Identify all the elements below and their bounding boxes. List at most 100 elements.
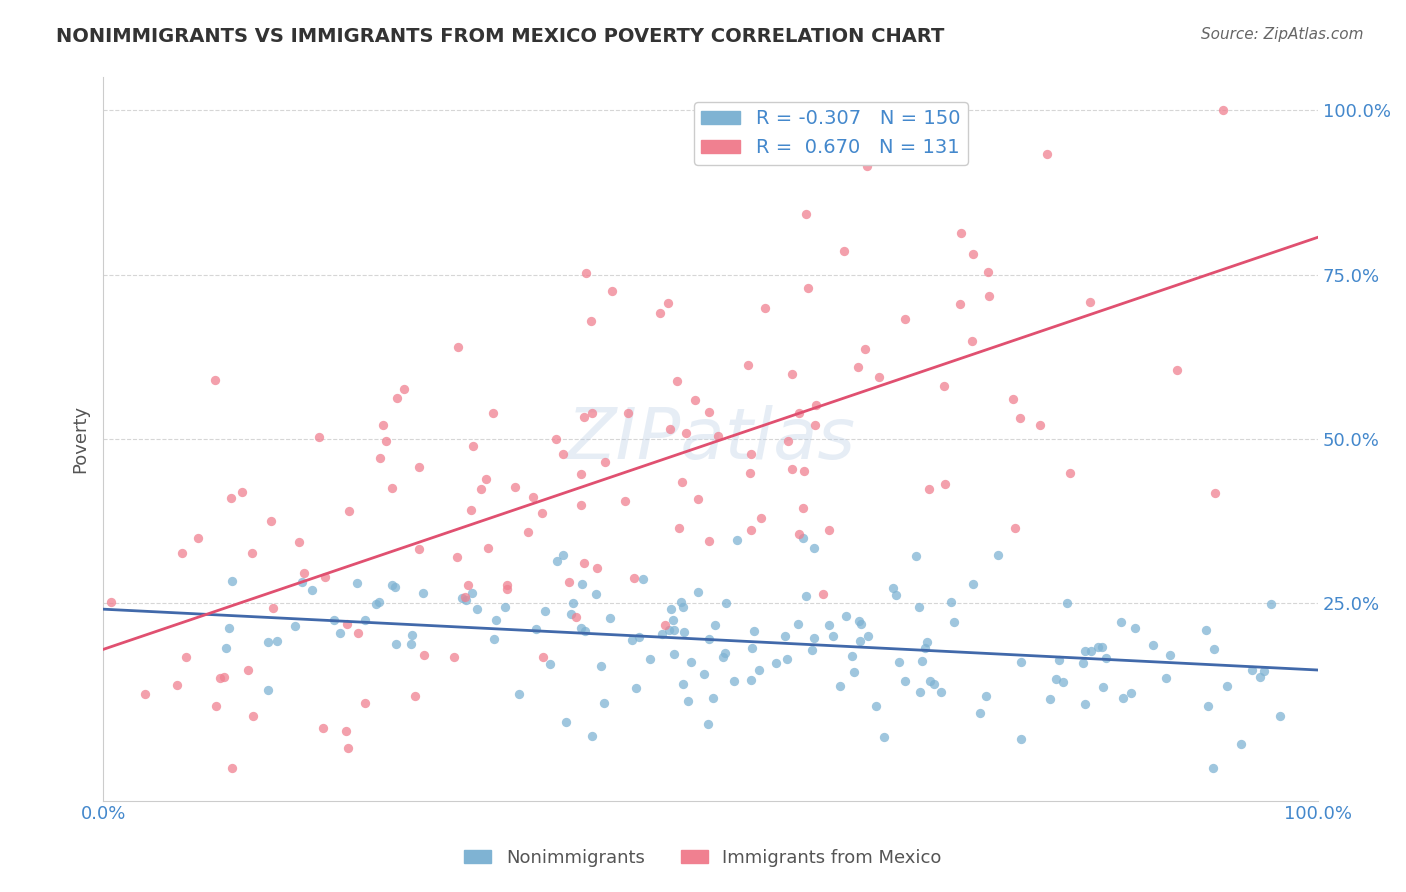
Point <box>962 576 984 591</box>
Point <box>1123 621 1146 635</box>
Point <box>1073 698 1095 712</box>
Point <box>797 281 820 295</box>
Point <box>1109 615 1132 629</box>
Point <box>457 578 479 592</box>
Point <box>725 533 748 547</box>
Point <box>1204 485 1226 500</box>
Point <box>1059 466 1081 480</box>
Point <box>571 577 593 591</box>
Point <box>368 595 391 609</box>
Point <box>392 382 415 396</box>
Point <box>553 548 575 562</box>
Point <box>204 372 226 386</box>
Point <box>1010 732 1032 747</box>
Point <box>658 624 681 638</box>
Point <box>1052 674 1074 689</box>
Point <box>456 592 478 607</box>
Point <box>412 585 434 599</box>
Point <box>301 582 323 597</box>
Point <box>780 462 803 476</box>
Point <box>312 721 335 735</box>
Point <box>555 715 578 730</box>
Point <box>686 584 709 599</box>
Point <box>1197 699 1219 714</box>
Point <box>934 379 956 393</box>
Point <box>620 632 643 647</box>
Point <box>323 613 346 627</box>
Point <box>1268 709 1291 723</box>
Point <box>242 708 264 723</box>
Point <box>495 582 517 596</box>
Point <box>651 627 673 641</box>
Point <box>782 367 804 381</box>
Text: NONIMMIGRANTS VS IMMIGRANTS FROM MEXICO POVERTY CORRELATION CHART: NONIMMIGRANTS VS IMMIGRANTS FROM MEXICO … <box>56 27 945 45</box>
Point <box>943 615 966 629</box>
Point <box>707 428 730 442</box>
Point <box>934 477 956 491</box>
Point <box>484 632 506 647</box>
Point <box>1249 670 1271 684</box>
Point <box>257 683 280 698</box>
Y-axis label: Poverty: Poverty <box>72 405 89 473</box>
Point <box>524 622 547 636</box>
Point <box>960 334 983 348</box>
Point <box>801 643 824 657</box>
Point <box>593 696 616 710</box>
Point <box>1056 596 1078 610</box>
Point <box>170 546 193 560</box>
Point <box>477 541 499 556</box>
Point <box>534 604 557 618</box>
Point <box>873 730 896 744</box>
Point <box>569 621 592 635</box>
Point <box>560 607 582 621</box>
Point <box>741 640 763 655</box>
Point <box>346 575 368 590</box>
Point <box>688 491 710 506</box>
Point <box>558 574 581 589</box>
Point <box>408 542 430 557</box>
Point <box>404 689 426 703</box>
Point <box>1035 146 1057 161</box>
Point <box>461 586 484 600</box>
Point <box>517 524 540 539</box>
Point <box>792 500 814 515</box>
Point <box>742 624 765 638</box>
Point <box>792 531 814 545</box>
Point <box>804 418 827 433</box>
Point <box>574 556 596 570</box>
Point <box>581 729 603 743</box>
Point <box>793 464 815 478</box>
Point <box>1045 672 1067 686</box>
Point <box>796 207 818 221</box>
Point <box>446 549 468 564</box>
Point <box>266 634 288 648</box>
Point <box>962 247 984 261</box>
Point <box>1010 410 1032 425</box>
Point <box>699 632 721 647</box>
Point <box>1074 644 1097 658</box>
Point <box>654 618 676 632</box>
Point <box>288 534 311 549</box>
Point <box>262 600 284 615</box>
Point <box>1142 638 1164 652</box>
Point <box>714 596 737 610</box>
Point <box>920 673 942 688</box>
Point <box>581 406 603 420</box>
Point <box>381 578 404 592</box>
Point <box>100 595 122 609</box>
Point <box>256 635 278 649</box>
Point <box>676 693 699 707</box>
Point <box>374 434 396 448</box>
Point <box>496 578 519 592</box>
Point <box>221 574 243 589</box>
Point <box>443 650 465 665</box>
Point <box>208 671 231 685</box>
Point <box>918 482 941 496</box>
Point <box>681 655 703 669</box>
Point <box>214 640 236 655</box>
Point <box>134 687 156 701</box>
Point <box>849 634 872 648</box>
Point <box>803 541 825 555</box>
Point <box>1071 657 1094 671</box>
Point <box>884 588 907 602</box>
